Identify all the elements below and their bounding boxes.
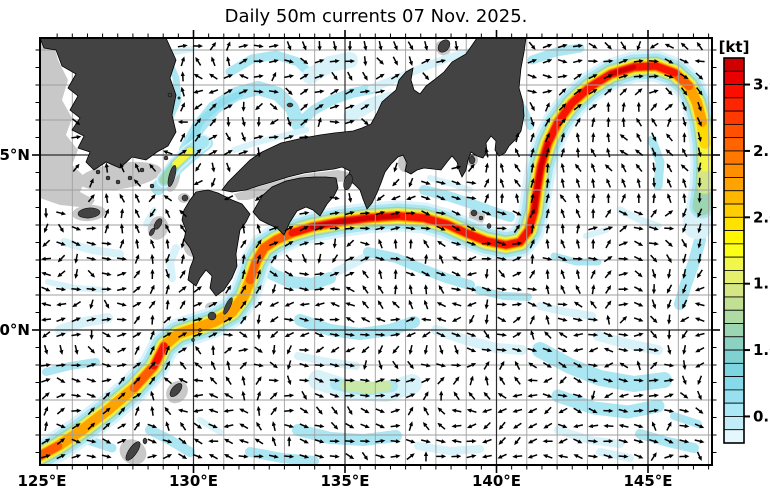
x-axis-label: 125°E (17, 472, 66, 490)
y-axis-label: 30°N (0, 321, 30, 339)
colorbar-tick-label: 2.0 (753, 208, 770, 226)
colorbar-unit-label: [kt] (719, 38, 750, 56)
land-honshu (221, 38, 527, 210)
colorbar-tick-label: 1.0 (753, 341, 770, 359)
chart-title: Daily 50m currents 07 Nov. 2025. (224, 6, 528, 27)
x-axis-label: 145°E (623, 472, 672, 490)
y-axis-label: 35°N (0, 146, 30, 164)
colorbar-tick-label: 3.0 (753, 76, 770, 94)
land-layer (40, 38, 527, 461)
colorbar-tick-label: 2.5 (753, 142, 770, 160)
x-axis-label: 135°E (320, 472, 369, 490)
x-axis-label: 130°E (169, 472, 218, 490)
x-axis-label: 140°E (472, 472, 521, 490)
arrow-field (40, 40, 705, 462)
colorbar-outline (723, 57, 745, 444)
colorbar-tick-label: 1.5 (753, 275, 770, 293)
colorbar: 3.0 2.5 2.0 1.5 1.0 0.5 [kt] (719, 38, 770, 444)
map-frame (39, 37, 713, 466)
axis-labels: 125°E 130°E 135°E 140°E 145°E 35°N 30°N (0, 146, 673, 490)
colorbar-tick-label: 0.5 (753, 407, 770, 425)
land-kyushu (181, 189, 251, 297)
land-korea (40, 38, 177, 171)
land-shikoku (252, 176, 339, 236)
map-inner (40, 38, 712, 465)
axes-layer: 125°E 130°E 135°E 140°E 145°E 35°N 30°N (0, 30, 720, 490)
axis-ticks (32, 30, 720, 473)
